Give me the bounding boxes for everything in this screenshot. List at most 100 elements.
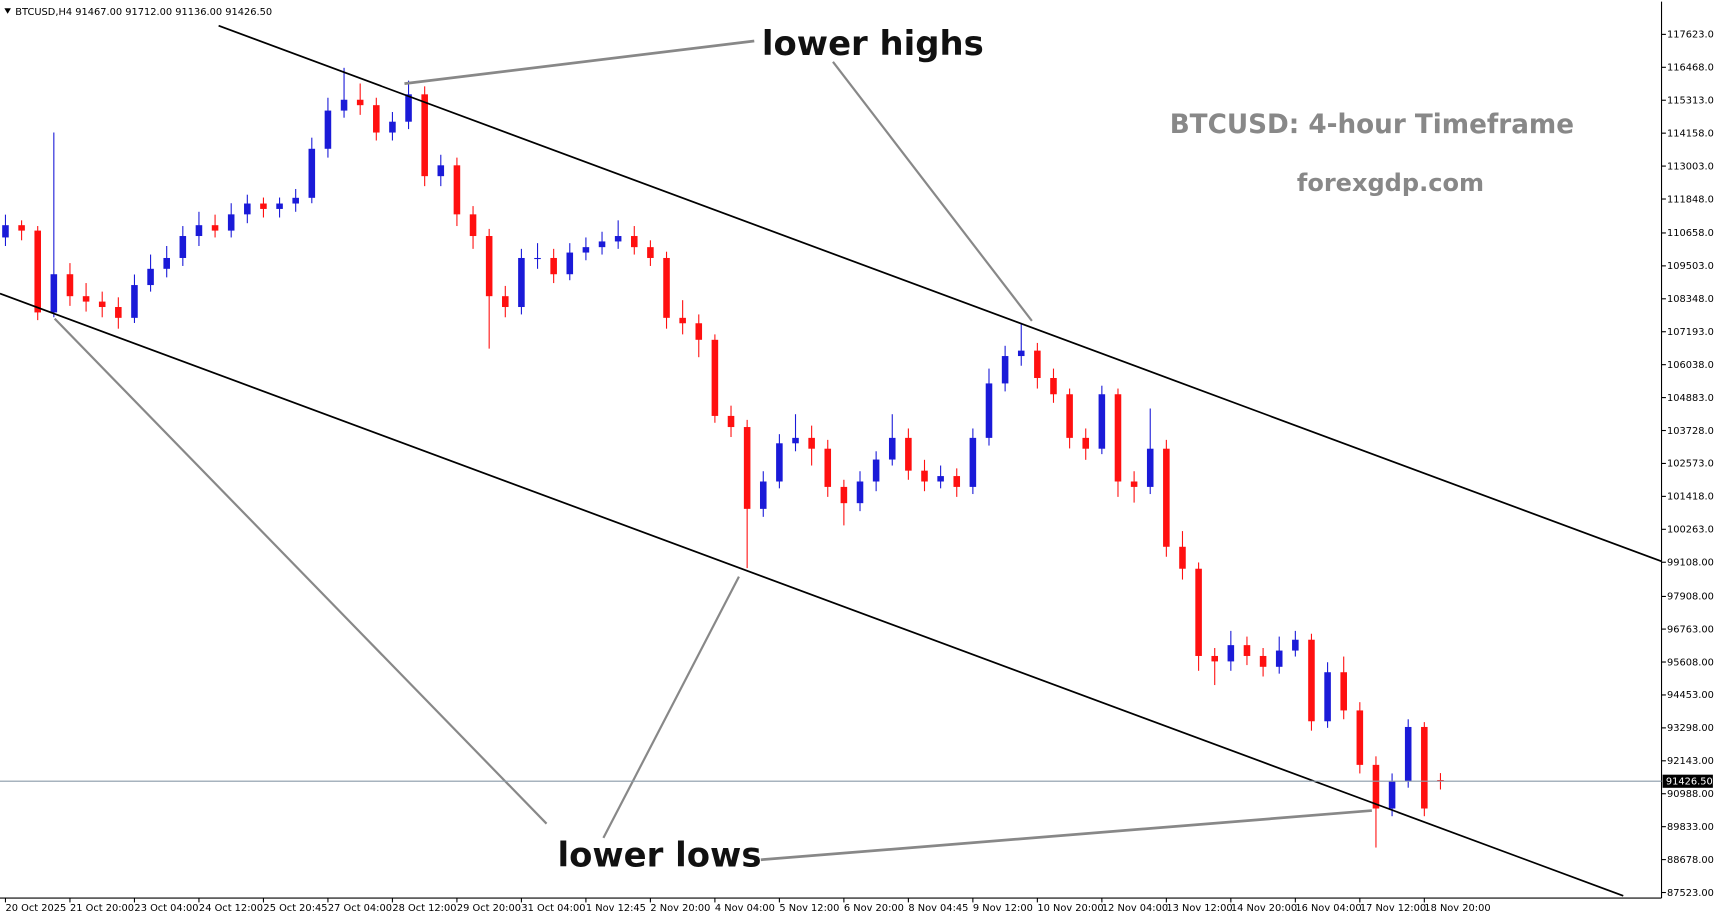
upper-channel-line	[218, 24, 1662, 563]
y-tick-label: 88678.00	[1667, 855, 1714, 866]
candle-body	[776, 443, 783, 482]
candle-body	[759, 481, 767, 509]
y-tick-label: 116468.00	[1667, 63, 1714, 74]
y-tick-label: 106038.00	[1667, 360, 1714, 371]
candle-body	[66, 274, 74, 297]
candle-body	[1437, 780, 1444, 782]
x-tick-label: 2 Nov 20:00	[650, 903, 710, 914]
y-tick-label: 117623.00	[1667, 30, 1714, 41]
y-tick-label: 100263.00	[1667, 525, 1714, 536]
candle-body	[373, 105, 380, 133]
x-tick-label: 21 Oct 20:00	[70, 903, 134, 914]
candle-body	[389, 121, 396, 133]
candle-body	[98, 301, 106, 308]
candle-body	[276, 203, 283, 209]
header-icon	[4, 8, 11, 14]
candle-body	[985, 383, 993, 438]
candle-body	[937, 476, 944, 482]
candle-body	[453, 165, 461, 215]
chart-title: BTCUSD: 4-hour Timeframe	[1170, 110, 1574, 140]
x-tick-label: 9 Nov 12:00	[973, 903, 1033, 914]
candle-body	[1050, 378, 1057, 395]
candle-body	[856, 481, 864, 504]
x-tick-label: 31 Oct 04:00	[521, 903, 585, 914]
candle-body	[469, 214, 477, 237]
candle-body	[824, 448, 832, 487]
x-tick-label: 14 Nov 20:00	[1231, 903, 1297, 914]
candle-body	[82, 296, 90, 302]
candle-body	[163, 257, 170, 269]
candle-body	[534, 257, 541, 260]
candle-body	[308, 148, 316, 198]
pointer-line	[53, 317, 548, 825]
candle-body	[1163, 448, 1170, 547]
x-tick-label: 29 Oct 20:00	[457, 903, 521, 914]
y-tick-label: 95608.00	[1667, 657, 1714, 668]
candle-body	[1066, 394, 1073, 438]
candle-body	[630, 236, 638, 248]
x-tick-label: 13 Nov 12:00	[1166, 903, 1232, 914]
pointer-line	[760, 809, 1372, 862]
y-tick-label: 109503.00	[1667, 261, 1714, 272]
y-tick-label: 110658.00	[1667, 228, 1714, 239]
candle-body	[1275, 650, 1283, 667]
candle-body	[743, 427, 751, 509]
candle-body	[647, 247, 654, 258]
pointer-line	[404, 39, 755, 86]
candle-body	[518, 257, 525, 308]
y-tick-label: 90988.00	[1667, 789, 1714, 800]
candle-body	[921, 470, 928, 482]
y-tick-label: 97908.00	[1667, 592, 1714, 603]
y-tick-label: 101418.00	[1667, 492, 1714, 503]
pointer-line	[832, 61, 1033, 322]
candle-body	[502, 296, 509, 308]
x-tick-label: 25 Oct 20:45	[263, 903, 327, 914]
candle-body	[437, 165, 445, 177]
candle-body	[872, 459, 880, 482]
candle-body	[840, 486, 848, 504]
y-tick-label: 104883.00	[1667, 393, 1714, 404]
candle-body	[663, 257, 670, 318]
candle-body	[969, 437, 977, 487]
candle-body	[147, 268, 154, 286]
lower-channel-line	[0, 292, 1624, 897]
y-tick-label: 87523.00	[1667, 888, 1714, 899]
candle-body	[1146, 448, 1154, 487]
candle-body	[1292, 639, 1299, 651]
candle-body	[695, 323, 703, 340]
current-price-label: 91426.50	[1666, 777, 1713, 788]
candle-body	[1388, 781, 1396, 809]
x-tick-label: 5 Nov 12:00	[779, 903, 839, 914]
y-tick-label: 89833.00	[1667, 822, 1714, 833]
candle-body	[1082, 437, 1090, 449]
candle-body	[1098, 394, 1106, 449]
candle-body	[356, 99, 364, 106]
x-tick-label: 10 Nov 20:00	[1037, 903, 1103, 914]
x-tick-label: 28 Oct 12:00	[392, 903, 456, 914]
y-tick-label: 111848.00	[1667, 194, 1714, 205]
x-tick-label: 23 Oct 04:00	[134, 903, 198, 914]
candle-body	[550, 257, 557, 275]
candle-body	[1114, 394, 1122, 482]
candle-body	[292, 197, 299, 204]
x-tick-label: 1 Nov 12:45	[586, 903, 646, 914]
candle-body	[2, 225, 9, 238]
candle-body	[1372, 764, 1380, 809]
y-tick-label: 107193.00	[1667, 327, 1714, 338]
pointer-line	[602, 576, 740, 839]
candle-body	[1340, 672, 1347, 711]
candle-body	[50, 274, 58, 313]
candle-body	[340, 99, 348, 111]
y-tick-label: 99108.00	[1667, 558, 1714, 569]
x-tick-label: 18 Nov 20:00	[1424, 903, 1490, 914]
x-tick-label: 6 Nov 20:00	[844, 903, 904, 914]
candle-body	[1243, 645, 1251, 656]
x-tick-label: 4 Nov 04:00	[715, 903, 775, 914]
candle-body	[405, 94, 412, 122]
y-tick-label: 93298.00	[1667, 723, 1714, 734]
candle-body	[18, 225, 25, 231]
y-tick-label: 108348.00	[1667, 294, 1714, 305]
